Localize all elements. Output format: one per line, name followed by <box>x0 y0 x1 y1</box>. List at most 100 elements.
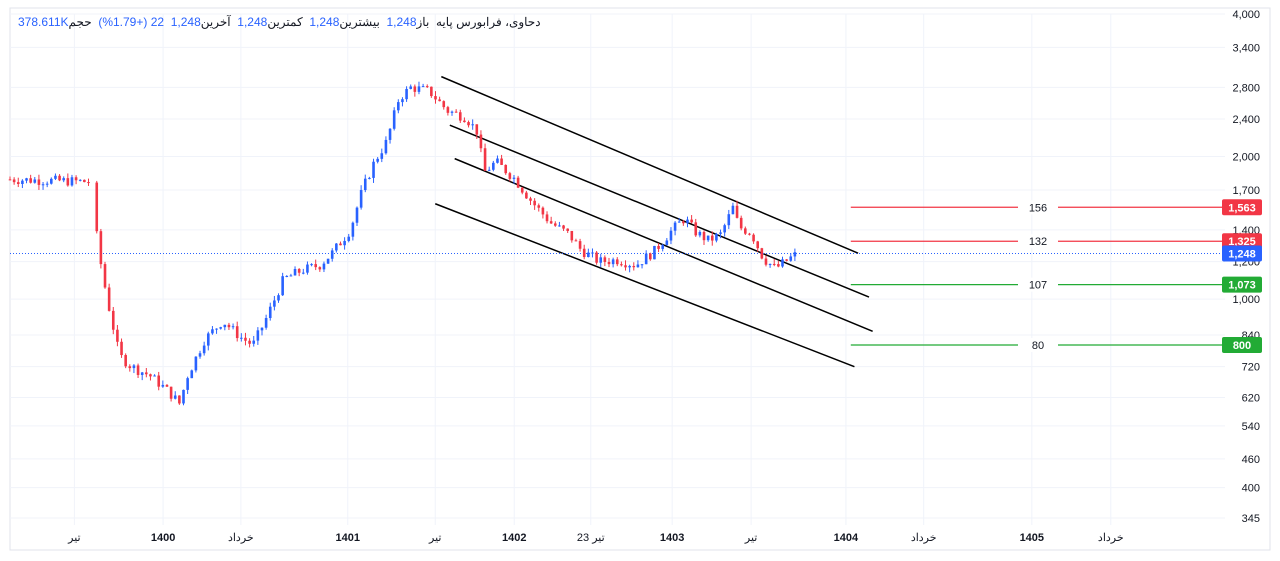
candle-body <box>574 240 578 242</box>
candle-body <box>434 96 437 100</box>
candle-body <box>388 128 392 140</box>
candle-body <box>120 341 123 356</box>
candle-body <box>264 318 268 328</box>
low-value: 1,248 <box>237 15 268 29</box>
level-tag-bg <box>1222 337 1262 354</box>
candle-body <box>252 340 256 344</box>
price-axis[interactable]: 3454004605406207208401,0001,2001,4001,70… <box>1232 9 1260 525</box>
candle-body <box>248 340 251 344</box>
candle-body <box>777 264 780 267</box>
candle-body <box>157 375 161 387</box>
candle-body <box>62 178 66 181</box>
candle-body <box>178 395 181 404</box>
candle-body <box>45 183 49 185</box>
candle-body <box>359 190 363 208</box>
candle-body <box>211 329 214 334</box>
time-axis[interactable]: تیر 1400 خرداد 1401 تیر 1402 23 تیر 1403 تیر 1404… <box>67 532 1123 544</box>
candle-body <box>397 102 400 111</box>
candle-body <box>566 228 569 231</box>
candle-body <box>793 252 797 257</box>
y-tick-label: 345 <box>1242 513 1260 525</box>
candle-body <box>789 256 793 261</box>
candle-body <box>165 384 169 387</box>
level-tag-bg <box>1222 276 1262 293</box>
x-tick-label: 1402 <box>502 532 526 544</box>
candle-body <box>145 372 148 375</box>
level-tag: 800 <box>1233 340 1251 352</box>
y-tick-label: 2,000 <box>1232 152 1260 164</box>
candle-body <box>401 99 404 103</box>
x-tick-label: 1404 <box>834 532 859 544</box>
candle-body <box>235 326 239 339</box>
candle-body <box>206 333 210 346</box>
level-label: 156 <box>1029 202 1047 214</box>
candle-body <box>785 259 788 261</box>
candle-body <box>74 177 78 181</box>
level-tag: 1,563 <box>1228 202 1256 214</box>
candle-body <box>686 219 689 224</box>
candle-body <box>475 124 479 135</box>
candle-body <box>607 261 611 265</box>
candle-body <box>744 228 747 234</box>
candle-body <box>16 182 20 184</box>
candle-body <box>78 179 82 181</box>
candle-body <box>326 258 330 264</box>
x-tick-label: تیر <box>67 532 80 544</box>
y-tick-label: 3,400 <box>1232 42 1260 54</box>
x-tick-label: تیر <box>428 532 441 544</box>
candle-body <box>194 356 198 371</box>
candle-body <box>149 374 152 377</box>
candle-body <box>363 178 367 191</box>
candle-body <box>244 337 247 341</box>
open-value: 1,248 <box>386 15 417 29</box>
candle-body <box>727 214 731 226</box>
candle-body <box>70 177 74 186</box>
candle-body <box>632 265 636 268</box>
candle-body <box>343 240 346 246</box>
candle-body <box>760 248 764 259</box>
y-tick-label: 1,700 <box>1232 185 1260 197</box>
candle-body <box>710 235 714 241</box>
candle-body <box>471 124 474 126</box>
candle-body <box>591 252 594 254</box>
candle-body <box>558 225 561 227</box>
candle-body <box>227 324 231 328</box>
level-tag-bg <box>1222 233 1262 250</box>
candle-body <box>240 337 243 339</box>
candle-body <box>719 232 722 234</box>
candle-body <box>273 300 276 307</box>
y-tick-label: 720 <box>1242 362 1260 374</box>
candle-body <box>293 268 297 276</box>
candle-body <box>314 264 317 268</box>
candle-body <box>525 192 528 199</box>
candle-body <box>644 253 648 265</box>
candle-body <box>723 225 726 233</box>
candle-body <box>640 264 644 266</box>
candle-body <box>413 86 417 92</box>
candle-body <box>58 175 61 181</box>
candle-body <box>306 264 309 273</box>
candle-body <box>657 245 660 249</box>
candle-body <box>698 231 702 236</box>
candle-body <box>537 205 541 208</box>
chart-grid <box>10 13 1225 525</box>
candle-body <box>103 264 107 288</box>
candle-body <box>347 236 351 241</box>
candle-body <box>95 182 99 232</box>
candle-body <box>161 384 165 387</box>
x-tick-label: 1401 <box>336 532 360 544</box>
candle-body <box>715 233 718 241</box>
candle-body <box>463 120 466 123</box>
candle-body <box>450 111 454 113</box>
ohlc-legend: دحاوی، فرابورس پایه باز1,248 بیشترین1,24… <box>18 15 541 29</box>
candle-body <box>425 86 429 88</box>
candle-body <box>520 187 524 193</box>
candle-body <box>673 222 677 231</box>
candle-body <box>483 148 487 171</box>
candle-body <box>479 134 483 149</box>
candle-body <box>256 330 260 341</box>
x-tick-label: خرداد <box>228 532 254 544</box>
channel-line <box>454 157 873 333</box>
y-tick-label: 540 <box>1242 421 1260 433</box>
